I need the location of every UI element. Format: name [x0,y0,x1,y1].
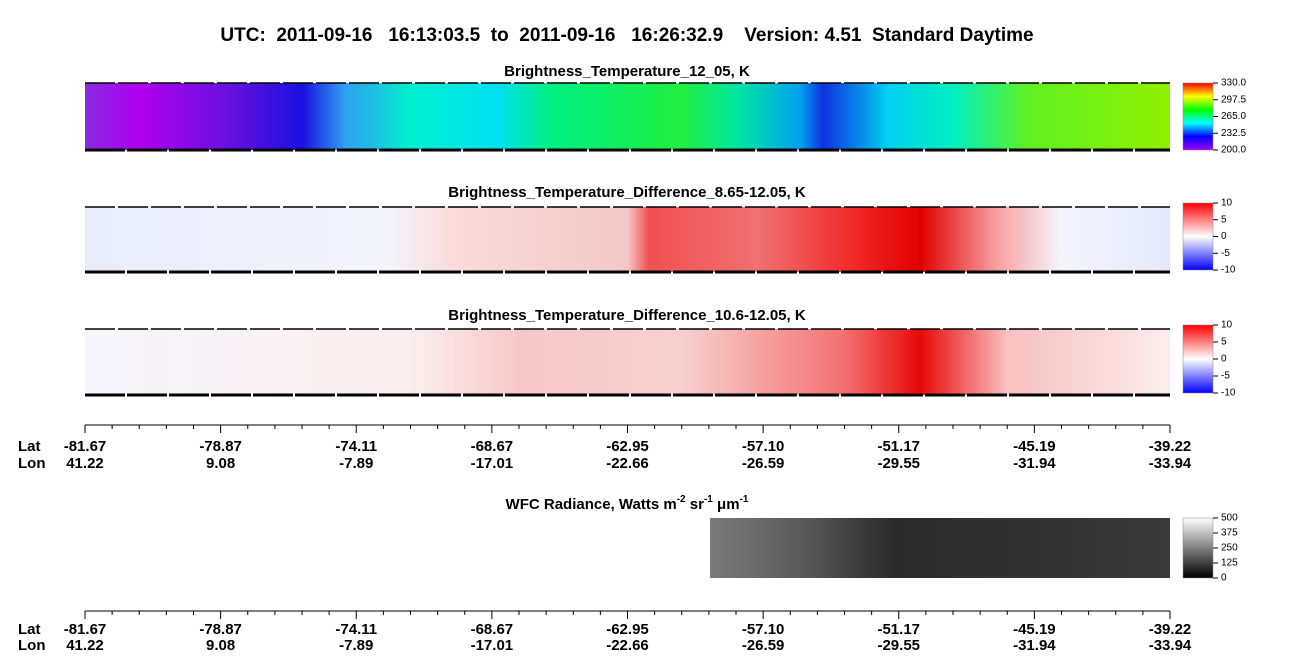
lon-tick-label: -31.94 [1013,637,1056,654]
image-panel [85,207,1170,272]
colorbar-tick-label: 250 [1221,543,1238,554]
lon-tick-label: 41.22 [66,455,104,472]
lat-tick-label: -51.17 [877,621,920,638]
panel-title: Brightness_Temperature_Difference_10.6-1… [448,307,806,324]
lon-tick-label: -26.59 [742,637,785,654]
colorbar [1182,324,1214,394]
lon-tick-label: 9.08 [206,637,235,654]
image-panel [85,83,1170,150]
colorbar-tick-label: 330.0 [1221,78,1246,89]
colorbar [1182,517,1214,579]
lat-label: Lat [18,438,41,455]
lat-tick-label: -51.17 [877,438,920,455]
lon-tick-label: -17.01 [471,455,514,472]
colorbar-tick-label: -10 [1221,265,1236,276]
main-title: UTC: 2011-09-16 16:13:03.5 to 2011-09-16… [220,25,1033,46]
lat-tick-label: -62.95 [606,438,649,455]
lon-tick-label: -7.89 [339,455,373,472]
colorbar-tick-label: -10 [1221,388,1236,399]
superscript: -2 [677,494,686,505]
lat-tick-label: -81.67 [64,621,107,638]
colorbar-tick-label: 5 [1221,337,1227,348]
lat-tick-label: -68.67 [471,438,514,455]
colorbar-tick-label: 375 [1221,528,1238,539]
lon-tick-label: -22.66 [606,455,649,472]
lon-tick-label: -29.55 [877,455,920,472]
lon-tick-label: 9.08 [206,455,235,472]
colorbar-tick-label: 265.0 [1221,111,1246,122]
colorbar [1182,82,1214,151]
lat-label: Lat [18,621,41,638]
colorbar-tick-label: 125 [1221,558,1238,569]
lat-tick-label: -39.22 [1149,621,1192,638]
colorbar-tick-label: 0 [1221,354,1227,365]
lat-tick-label: -45.19 [1013,438,1056,455]
colorbar-tick-label: 297.5 [1221,94,1246,105]
lat-tick-label: -74.11 [335,438,377,455]
title-part: sr [686,496,705,513]
image-panel [85,329,1170,395]
superscript: -1 [740,494,749,505]
image-panel [710,518,1170,578]
lat-tick-label: -57.10 [742,621,785,638]
title-part: μm [713,496,740,513]
colorbar-tick-label: 0 [1221,573,1227,584]
panel-title: WFC Radiance, Watts m-2 sr-1 μm-1 [506,494,749,513]
colorbar-tick-label: 10 [1221,198,1233,209]
lat-tick-label: -78.87 [199,438,242,455]
lon-tick-label: -17.01 [471,637,514,654]
colorbar-tick-label: 200.0 [1221,145,1246,156]
lon-label: Lon [18,455,46,472]
lat-tick-label: -39.22 [1149,438,1192,455]
colorbar-tick-label: 5 [1221,214,1227,225]
panel-title: Brightness_Temperature_Difference_8.65-1… [448,184,806,201]
lat-tick-label: -81.67 [64,438,107,455]
lat-tick-label: -78.87 [199,621,242,638]
lon-label: Lon [18,637,46,654]
colorbar-tick-label: 232.5 [1221,128,1246,139]
lon-tick-label: -22.66 [606,637,649,654]
colorbar-tick-label: 0 [1221,231,1227,242]
superscript: -1 [704,494,713,505]
lon-tick-label: -7.89 [339,637,373,654]
lon-tick-label: -33.94 [1149,637,1192,654]
panel-title: Brightness_Temperature_12_05, K [504,63,750,80]
lon-tick-label: -26.59 [742,455,785,472]
lon-tick-label: -33.94 [1149,455,1192,472]
lon-tick-label: 41.22 [66,637,104,654]
lon-tick-label: -29.55 [877,637,920,654]
lat-tick-label: -74.11 [335,621,377,638]
lat-tick-label: -45.19 [1013,621,1056,638]
lat-tick-label: -62.95 [606,621,649,638]
colorbar-tick-label: 500 [1221,513,1238,524]
colorbar-tick-label: -5 [1221,248,1230,259]
colorbar [1182,202,1214,271]
lon-tick-label: -31.94 [1013,455,1056,472]
colorbar-tick-label: 10 [1221,320,1233,331]
lat-tick-label: -68.67 [471,621,514,638]
title-part: WFC Radiance, Watts m [506,496,677,513]
colorbar-tick-label: -5 [1221,371,1230,382]
lat-tick-label: -57.10 [742,438,785,455]
